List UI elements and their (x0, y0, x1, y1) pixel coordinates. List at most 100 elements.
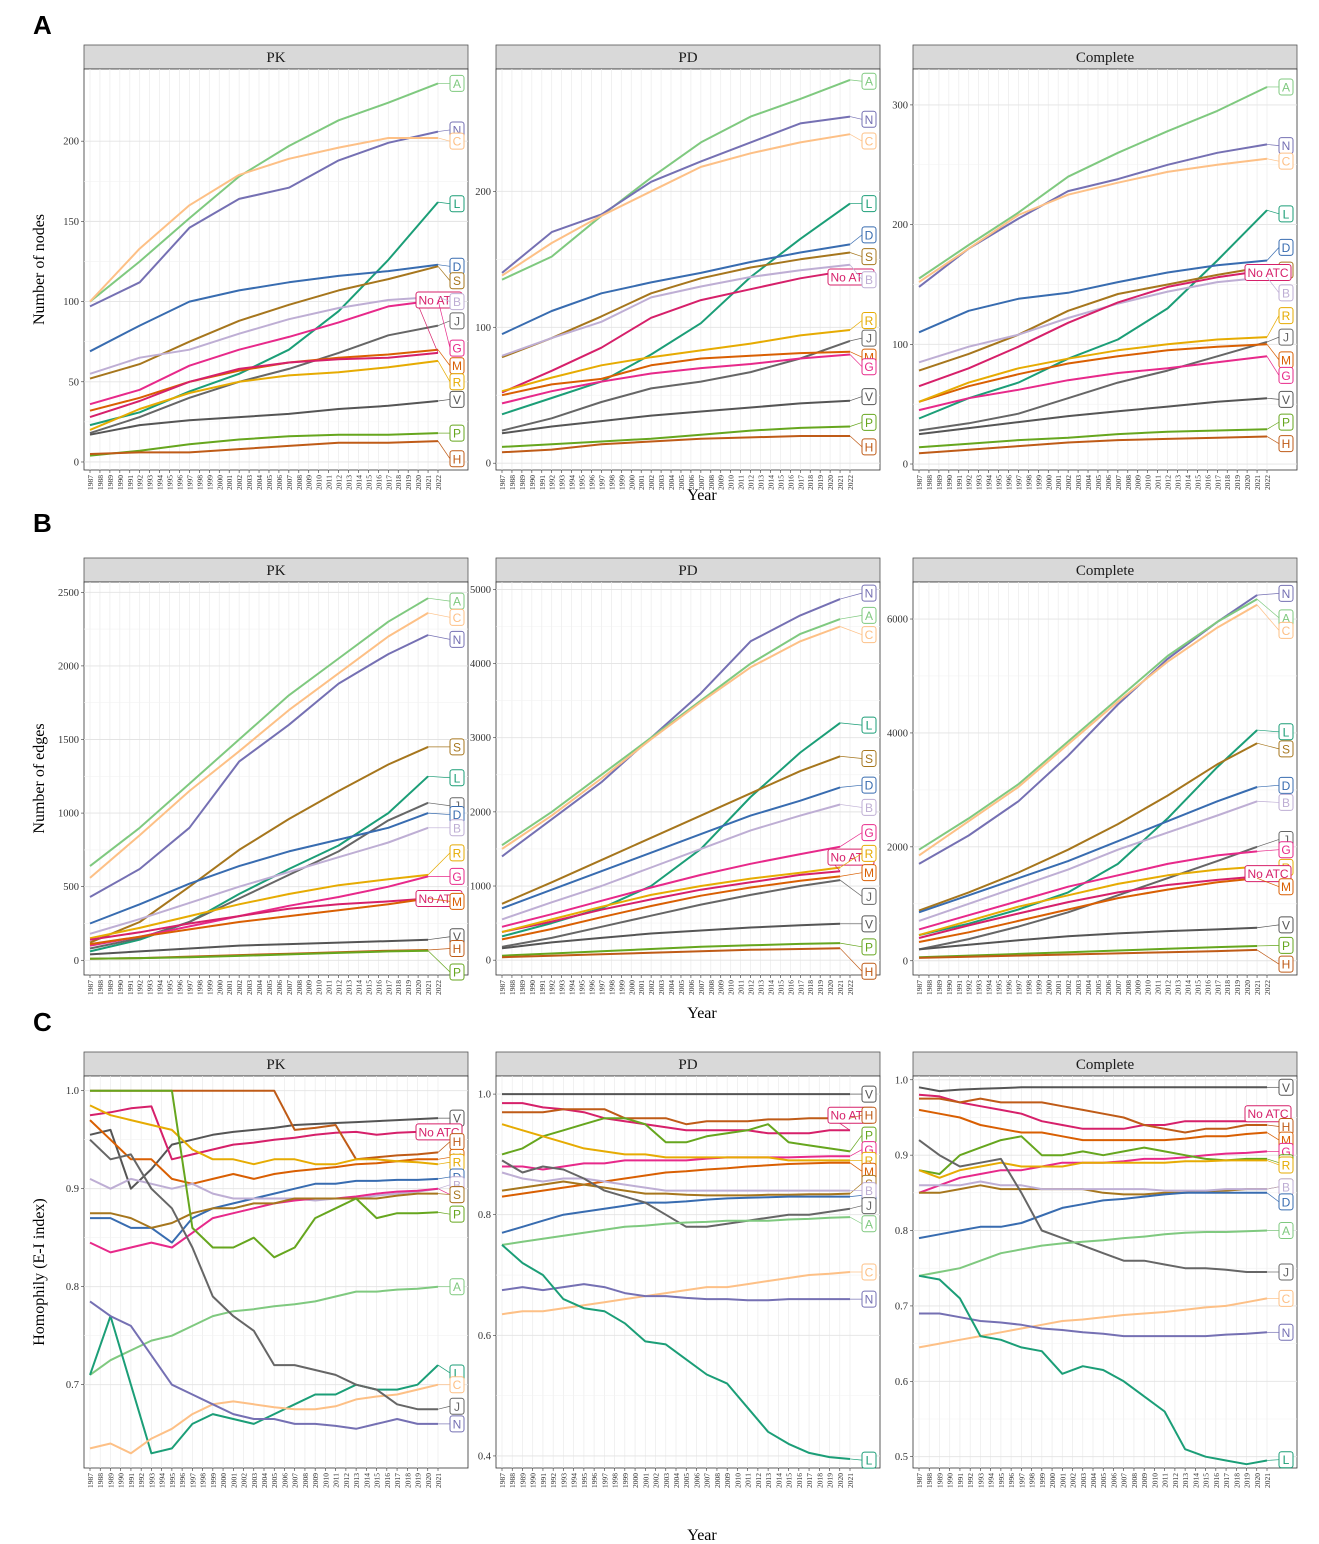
x-tick-label: 1999 (1034, 475, 1043, 490)
label-connector (1256, 949, 1280, 965)
x-tick-label: 2021 (424, 980, 433, 995)
series-label: R (1282, 309, 1291, 323)
facet-strip-b-pd (495, 557, 881, 583)
x-tick-label: 2017 (384, 475, 393, 490)
x-tick-label: 2022 (1263, 980, 1272, 995)
y-tick-label: 0.7 (895, 1301, 908, 1312)
facet-title-a-complete: Complete (1076, 50, 1135, 66)
x-tick-label: 1988 (508, 1473, 517, 1488)
label-box (861, 388, 877, 406)
label-box (449, 608, 465, 626)
label-connector (1257, 729, 1280, 733)
x-tick-label: 2015 (364, 980, 373, 995)
label-box (861, 413, 877, 431)
series-label: B (1282, 796, 1290, 810)
label-box (861, 962, 877, 980)
label-connector (849, 252, 863, 257)
x-tick-label: 2016 (374, 980, 383, 995)
series-label: J (1283, 1266, 1289, 1280)
series-line-v (501, 922, 841, 950)
x-tick-label: 2013 (764, 1473, 773, 1488)
x-tick-label: 1996 (587, 980, 596, 995)
label-connector (1266, 247, 1280, 261)
series-line-a (918, 86, 1268, 280)
chart-a-complete: Complete 1987 1988 1989 1990 1991 1992 1993 1994… (892, 44, 1298, 490)
x-tick-label: 1992 (136, 980, 145, 995)
label-connector (437, 1141, 451, 1153)
y-tick-label: 1500 (58, 735, 79, 746)
x-tick-label: 1999 (205, 475, 214, 490)
series-line-p (501, 425, 851, 448)
label-box (449, 1376, 465, 1394)
y-tick-label: 4000 (470, 659, 491, 670)
x-tick-label: 2000 (1044, 980, 1053, 995)
x-tick-label: 1998 (1024, 980, 1033, 995)
series-label: B (1282, 286, 1290, 300)
label-box (861, 749, 877, 767)
x-tick-label: 2020 (424, 1473, 433, 1488)
label-connector (415, 299, 439, 354)
x-tick-label: 2005 (1094, 980, 1103, 995)
label-connector (437, 129, 451, 132)
series-label: N (865, 587, 874, 601)
label-box (861, 195, 877, 213)
x-tick-label: 1990 (945, 475, 954, 490)
label-connector (1256, 839, 1280, 848)
y-tick-label: 0.9 (66, 1184, 79, 1195)
x-tick-label: 2016 (1203, 475, 1212, 490)
series-label: M (864, 1165, 874, 1179)
series-label: L (866, 197, 873, 211)
series-label: J (866, 332, 872, 346)
label-box (1278, 1078, 1294, 1096)
y-tick-label: 200 (63, 137, 79, 148)
series-label: C (865, 1266, 874, 1280)
series-label: G (1281, 1145, 1290, 1159)
x-tick-label: 2011 (332, 1473, 341, 1488)
series-label: J (1283, 331, 1289, 345)
series-line-m (501, 875, 841, 941)
series-line-s (918, 265, 1268, 372)
plot-area-a-complete (912, 68, 1298, 471)
x-tick-label: 2012 (1171, 1473, 1180, 1488)
series-line-d (501, 786, 841, 910)
x-tick-label: 1999 (621, 1473, 630, 1488)
series-line-m (918, 343, 1268, 403)
series-label: G (864, 1143, 873, 1157)
label-box (1278, 1193, 1294, 1211)
label-box (861, 1290, 877, 1308)
series-label: V (453, 930, 461, 944)
series-line-d (918, 786, 1258, 914)
x-tick-label: 2019 (816, 980, 825, 995)
x-tick-label: 1987 (86, 475, 95, 490)
x-tick-label: 1990 (529, 1473, 538, 1488)
x-tick-label: 2018 (394, 980, 403, 995)
x-tick-label: 2002 (235, 475, 244, 490)
series-line-r (918, 336, 1268, 403)
x-tick-label: 2001 (1054, 475, 1063, 490)
series-line-m (501, 350, 851, 397)
x-tick-label: 2012 (747, 475, 756, 490)
x-tick-label: 2008 (301, 1473, 310, 1488)
label-box (861, 864, 877, 882)
series-line-no-atc (918, 269, 1268, 388)
x-tick-label: 1996 (175, 475, 184, 490)
x-tick-label: 1999 (617, 980, 626, 995)
series-label: S (453, 274, 461, 288)
label-box (1278, 1323, 1294, 1341)
x-tick-label: 1996 (587, 475, 596, 490)
label-connector (849, 1458, 863, 1461)
label-connector (1257, 924, 1280, 929)
series-line-c (89, 1383, 439, 1455)
x-tick-label: 2017 (796, 980, 805, 995)
x-tick-label: 2001 (225, 980, 234, 995)
series-line-m (918, 1108, 1268, 1142)
x-tick-label: 2007 (697, 475, 706, 490)
series-label: P (1282, 939, 1290, 953)
series-label: S (865, 752, 873, 766)
x-tick-label: 1997 (600, 1473, 609, 1488)
x-tick-label: 1999 (209, 1473, 218, 1488)
series-line-c (501, 1271, 851, 1316)
series-label: V (453, 393, 461, 407)
x-tick-label: 2006 (1109, 1473, 1118, 1488)
